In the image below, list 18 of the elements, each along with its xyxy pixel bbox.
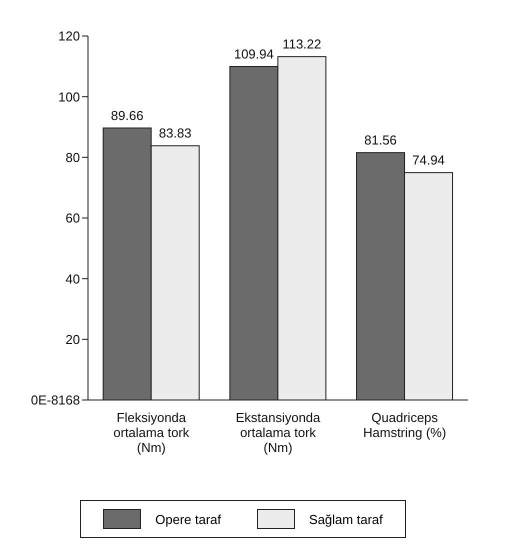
x-tick-label: Quadriceps Hamstring (%) — [363, 410, 446, 440]
x-tick-label: Ekstansiyonda ortalama tork (Nm) — [236, 410, 322, 455]
legend-label: Sağlam taraf — [308, 510, 383, 529]
data-label: 109.94 — [234, 46, 274, 62]
data-label: 113.22 — [282, 36, 322, 52]
y-tick-label: 0E-8168 — [30, 392, 80, 408]
y-tick-label: 120 — [58, 28, 80, 44]
legend-label: Opere taraf — [154, 510, 222, 529]
data-label: 74.94 — [412, 152, 445, 168]
x-tick-label: Fleksiyonda ortalama tork (Nm) — [113, 410, 190, 455]
y-tick-label: 60 — [66, 210, 80, 226]
data-label: 83.83 — [158, 126, 192, 141]
y-tick-label: 100 — [58, 89, 80, 104]
y-tick-label: 40 — [66, 271, 80, 286]
data-label: 89.66 — [110, 108, 144, 124]
data-label: 81.56 — [364, 132, 397, 148]
y-tick-label: 20 — [66, 332, 80, 347]
y-tick-label: 80 — [66, 150, 80, 165]
